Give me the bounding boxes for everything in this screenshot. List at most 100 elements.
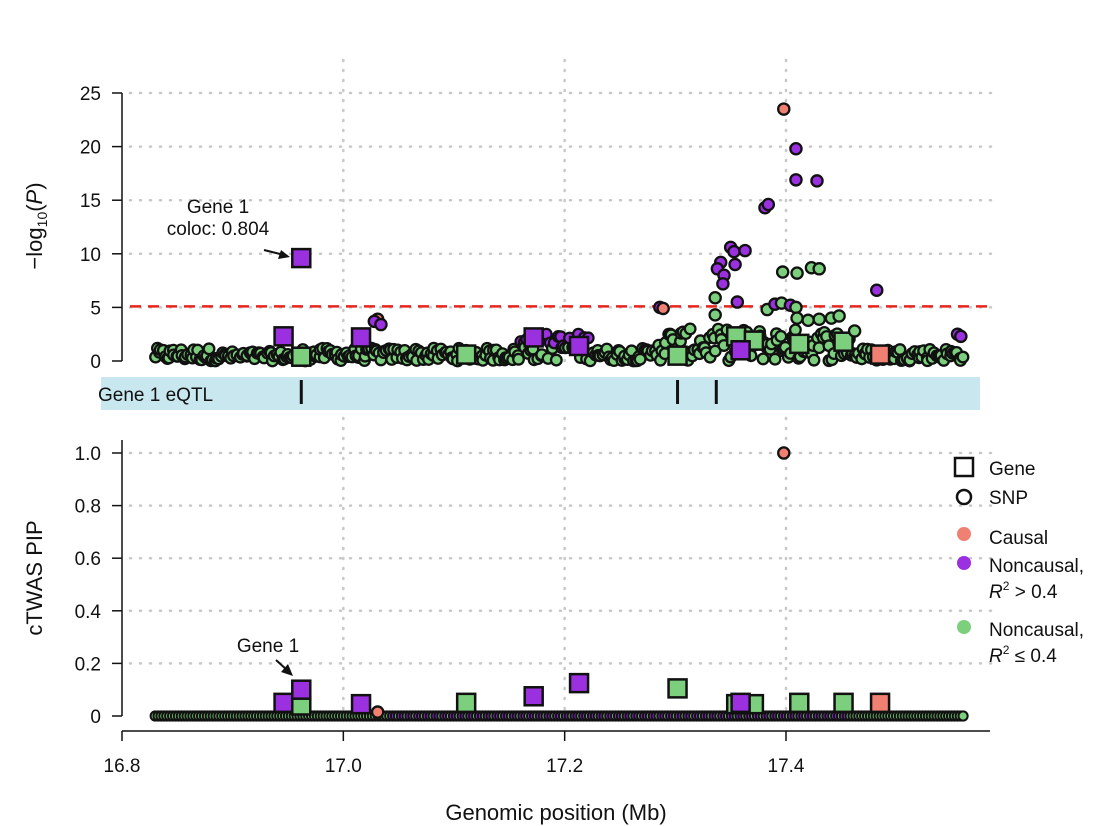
gene-marker [667, 678, 688, 699]
snp-highlight [810, 174, 824, 188]
gene-marker [291, 679, 312, 700]
snp-highlight [656, 301, 670, 316]
snp-highlight [954, 329, 968, 344]
x-tick-label: 17.4 [768, 756, 805, 777]
bottom-y-tick-label: 0.6 [75, 549, 101, 570]
bottom-y-tick-label: 0.2 [75, 654, 101, 675]
snp-highlight [812, 262, 826, 276]
bottom-y-ticks: 0 0.2 0.4 0.6 0.8 1.0 [75, 444, 122, 728]
snp-highlight [801, 313, 815, 328]
gene-marker [291, 346, 312, 367]
top-annotation-gene-name: Gene 1 [187, 197, 249, 218]
top-panel-highlighted-snps [367, 102, 968, 344]
legend-causal-label: Causal [989, 528, 1048, 549]
eqtl-label: Gene 1 eQTL [98, 385, 213, 406]
snp-highlight [869, 283, 884, 297]
top-y-tick-label: 20 [80, 138, 101, 159]
snp-highlight [789, 173, 803, 187]
top-annotation-arrow [263, 249, 290, 259]
bottom-panel-gene-markers [273, 672, 891, 716]
bottom-y-tick-label: 0 [90, 707, 101, 728]
gene-marker [350, 693, 372, 715]
snp-highlight [708, 291, 722, 305]
snp-point [708, 344, 722, 358]
gene-marker [730, 340, 751, 361]
top-panel-background-snps [149, 322, 970, 368]
bottom-y-axis-label: cTWAS PIP [22, 520, 47, 635]
top-panel-grid [128, 58, 1002, 363]
gene-marker [273, 692, 294, 714]
top-y-tick-label: 0 [90, 352, 101, 373]
gene-marker [568, 335, 590, 357]
snp-highlight [777, 102, 791, 116]
snp-point [807, 353, 821, 367]
snp-point [957, 710, 969, 722]
snp-highlight [812, 312, 826, 326]
legend-noncausal-low-dot [957, 620, 971, 634]
top-y-ticks: 0 5 10 15 20 25 [80, 84, 122, 373]
x-axis-label: Genomic position (Mb) [445, 800, 666, 825]
snp-highlight [832, 309, 846, 323]
snp-highlight [716, 277, 730, 291]
snp-highlight [727, 244, 741, 259]
snp-highlight [777, 446, 791, 460]
gene-marker [350, 327, 372, 348]
legend-gene-label: Gene [989, 459, 1035, 480]
eqtl-position-ticks [299, 380, 718, 404]
top-y-tick-label: 15 [80, 191, 101, 212]
eqtl-band [101, 377, 980, 410]
gene-marker [523, 686, 544, 707]
snp-highlight [370, 705, 385, 719]
gene-marker [730, 692, 751, 714]
gene-marker [789, 333, 810, 355]
snp-point [683, 322, 697, 336]
legend-noncausal-low-label: Noncausal, [989, 620, 1084, 641]
legend-noncausal-high-r2: R2 > 0.4 [989, 579, 1058, 603]
top-y-tick-label: 5 [90, 298, 101, 319]
bottom-y-tick-label: 1.0 [75, 444, 101, 465]
bottom-panel-highlighted-snps [370, 446, 791, 719]
snp-point [512, 352, 525, 366]
snp-point [768, 352, 782, 366]
legend-noncausal-high-label: Noncausal, [989, 556, 1084, 577]
gene-marker [833, 331, 854, 352]
bottom-annotation-arrow [275, 659, 293, 676]
gene-marker [869, 692, 891, 714]
legend-noncausal-low-r2: R2 ≤ 0.4 [989, 643, 1057, 667]
bottom-y-tick-label: 0.4 [75, 602, 102, 623]
gene-marker [523, 327, 544, 348]
x-tick-label: 16.8 [104, 756, 141, 777]
gene-marker [291, 247, 312, 269]
snp-highlight [789, 141, 803, 156]
snp-highlight [728, 257, 742, 272]
snp-highlight [790, 311, 804, 325]
gene-marker [789, 692, 810, 714]
legend-gene-square [953, 456, 975, 478]
snp-highlight [847, 324, 862, 338]
bottom-panel-background-snps [149, 710, 969, 722]
snp-highlight [789, 300, 803, 315]
bottom-annotation-gene-name: Gene 1 [237, 636, 299, 657]
top-y-tick-label: 10 [80, 245, 101, 266]
snp-point [202, 342, 216, 356]
bottom-panel-grid [128, 416, 1002, 718]
legend: Gene SNP Causal Noncausal, R2 > 0.4 Nonc… [953, 456, 1084, 667]
gene-marker [869, 344, 891, 365]
bottom-y-tick-label: 0.8 [75, 497, 101, 518]
snp-highlight [738, 243, 752, 258]
snp-highlight [730, 295, 745, 309]
snp-highlight [374, 317, 388, 332]
legend-causal-dot [957, 527, 971, 541]
gene-marker [833, 692, 854, 714]
gene-marker [667, 345, 688, 366]
snp-highlight [790, 266, 804, 280]
top-annotation-coloc: coloc: 0.804 [167, 219, 270, 240]
x-tick-label: 17.0 [325, 756, 362, 777]
gene-marker [568, 672, 590, 694]
snp-point [774, 329, 788, 343]
legend-noncausal-high-dot [957, 556, 971, 570]
snp-highlight [761, 197, 776, 212]
snp-highlight [775, 265, 790, 279]
gene-marker [273, 326, 294, 347]
